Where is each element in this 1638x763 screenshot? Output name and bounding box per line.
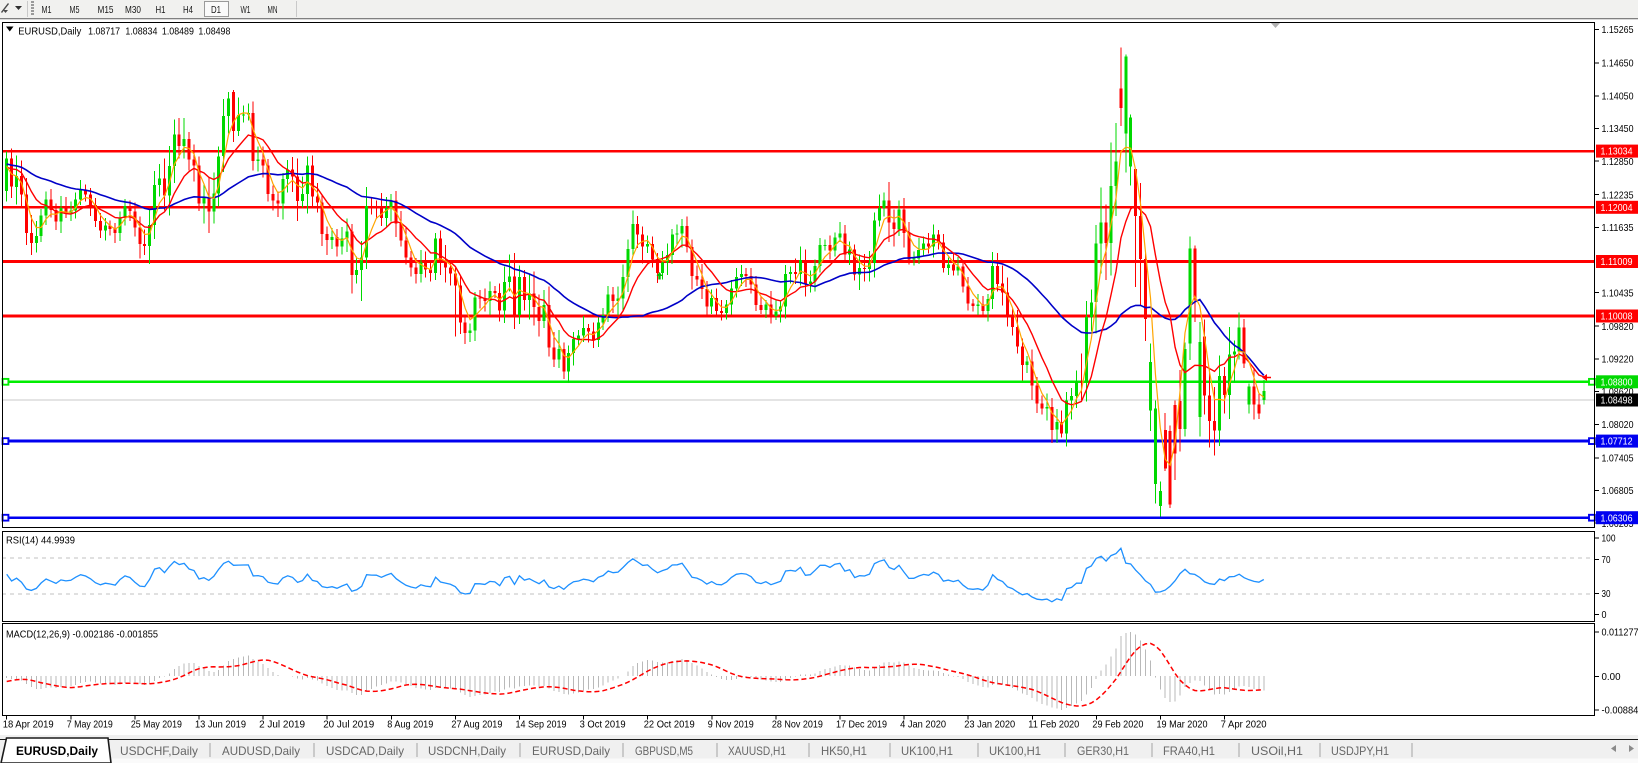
svg-text:1.12850: 1.12850 [1602, 156, 1634, 168]
svg-text:0.011277: 0.011277 [1602, 626, 1638, 638]
svg-text:100: 100 [1602, 533, 1616, 545]
svg-text:1.12235: 1.12235 [1602, 189, 1634, 201]
svg-text:30: 30 [1602, 588, 1611, 600]
svg-text:27 Aug 2019: 27 Aug 2019 [451, 719, 502, 731]
svg-text:1.14050: 1.14050 [1602, 90, 1634, 102]
svg-text:M5: M5 [70, 4, 80, 16]
svg-text:0.00: 0.00 [1602, 671, 1621, 683]
svg-text:19 Mar 2020: 19 Mar 2020 [1157, 719, 1208, 731]
svg-text:70: 70 [1602, 554, 1611, 566]
svg-text:EURUSD,Daily: EURUSD,Daily [16, 744, 98, 758]
svg-text:1.08498: 1.08498 [1601, 395, 1633, 407]
svg-text:2 Jul 2019: 2 Jul 2019 [259, 719, 305, 731]
svg-text:22 Oct 2019: 22 Oct 2019 [644, 719, 695, 731]
svg-text:23 Jan 2020: 23 Jan 2020 [964, 719, 1015, 731]
svg-text:HK50,H1: HK50,H1 [821, 744, 867, 758]
svg-text:H1: H1 [156, 4, 166, 16]
svg-text:EURUSD,Daily: EURUSD,Daily [18, 26, 82, 38]
svg-text:-0.008845: -0.008845 [1602, 704, 1638, 716]
svg-text:0: 0 [1602, 609, 1607, 621]
svg-text:GER30,H1: GER30,H1 [1077, 744, 1129, 758]
svg-text:4 Jan 2020: 4 Jan 2020 [900, 719, 946, 731]
svg-text:RSI(14) 44.9939: RSI(14) 44.9939 [6, 535, 75, 547]
svg-text:M1: M1 [42, 4, 52, 16]
svg-text:1.06805: 1.06805 [1602, 485, 1634, 497]
svg-text:1.08498: 1.08498 [198, 26, 230, 38]
svg-text:29 Feb 2020: 29 Feb 2020 [1092, 719, 1143, 731]
svg-text:M30: M30 [125, 4, 141, 16]
svg-text:9 Nov 2019: 9 Nov 2019 [708, 719, 754, 731]
svg-text:8 Aug 2019: 8 Aug 2019 [387, 719, 433, 731]
svg-text:1.11009: 1.11009 [1601, 256, 1633, 268]
svg-text:1.09220: 1.09220 [1602, 354, 1634, 366]
svg-text:1.08717: 1.08717 [88, 26, 120, 38]
svg-text:1.07712: 1.07712 [1601, 436, 1633, 448]
svg-text:1.10008: 1.10008 [1601, 311, 1633, 323]
svg-text:UK100,H1: UK100,H1 [901, 744, 953, 758]
svg-text:XAUUSD,H1: XAUUSD,H1 [728, 744, 786, 758]
svg-text:MACD(12,26,9) -0.002186 -0.001: MACD(12,26,9) -0.002186 -0.001855 [6, 629, 158, 641]
svg-text:M15: M15 [98, 4, 114, 16]
svg-text:GBPUSD,M5: GBPUSD,M5 [635, 744, 693, 758]
svg-text:1.08020: 1.08020 [1602, 419, 1634, 431]
svg-text:UK100,H1: UK100,H1 [989, 744, 1041, 758]
svg-text:1.12004: 1.12004 [1601, 202, 1633, 214]
svg-text:1.15265: 1.15265 [1602, 24, 1634, 36]
svg-text:7 Apr 2020: 7 Apr 2020 [1221, 719, 1267, 731]
svg-text:7 May 2019: 7 May 2019 [67, 719, 113, 731]
svg-text:18 Apr 2019: 18 Apr 2019 [3, 719, 54, 731]
svg-text:1.08834: 1.08834 [125, 26, 157, 38]
svg-text:25 May 2019: 25 May 2019 [131, 719, 182, 731]
svg-text:28 Nov 2019: 28 Nov 2019 [772, 719, 823, 731]
svg-text:D1: D1 [211, 4, 221, 16]
svg-text:USDJPY,H1: USDJPY,H1 [1331, 744, 1389, 758]
svg-text:1.09820: 1.09820 [1602, 321, 1634, 333]
svg-text:USDCHF,Daily: USDCHF,Daily [120, 744, 198, 758]
svg-text:USDCAD,Daily: USDCAD,Daily [326, 744, 404, 758]
svg-text:1.13034: 1.13034 [1601, 146, 1633, 158]
svg-text:13 Jun 2019: 13 Jun 2019 [195, 719, 246, 731]
svg-text:1.08489: 1.08489 [162, 26, 194, 38]
svg-text:1.10435: 1.10435 [1602, 287, 1634, 299]
svg-text:USOil,H1: USOil,H1 [1251, 744, 1303, 758]
svg-text:1.08800: 1.08800 [1601, 376, 1633, 388]
svg-text:17 Dec 2019: 17 Dec 2019 [836, 719, 887, 731]
svg-text:1.14650: 1.14650 [1602, 58, 1634, 70]
svg-text:11 Feb 2020: 11 Feb 2020 [1028, 719, 1079, 731]
svg-text:1.06306: 1.06306 [1601, 512, 1633, 524]
svg-text:3 Oct 2019: 3 Oct 2019 [580, 719, 626, 731]
svg-text:EURUSD,Daily: EURUSD,Daily [532, 744, 610, 758]
svg-text:USDCNH,Daily: USDCNH,Daily [428, 744, 506, 758]
svg-text:H4: H4 [183, 4, 193, 16]
svg-text:14 Sep 2019: 14 Sep 2019 [516, 719, 567, 731]
svg-text:AUDUSD,Daily: AUDUSD,Daily [222, 744, 300, 758]
svg-text:20 Jul 2019: 20 Jul 2019 [323, 719, 374, 731]
svg-text:FRA40,H1: FRA40,H1 [1163, 744, 1215, 758]
svg-text:W1: W1 [241, 4, 251, 16]
svg-text:1.13450: 1.13450 [1602, 123, 1634, 135]
svg-text:1.11635: 1.11635 [1602, 222, 1634, 234]
svg-text:1.07405: 1.07405 [1602, 452, 1634, 464]
svg-text:MN: MN [268, 4, 278, 16]
